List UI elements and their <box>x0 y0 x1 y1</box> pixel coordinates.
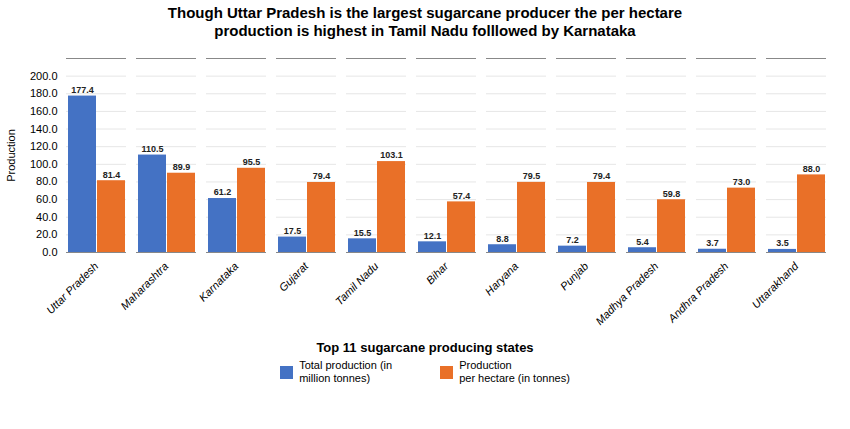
svg-text:Tamil Nadu: Tamil Nadu <box>333 260 381 308</box>
svg-text:103.1: 103.1 <box>380 150 403 160</box>
svg-text:Uttar Pradesh: Uttar Pradesh <box>44 260 100 316</box>
svg-text:180.0: 180.0 <box>30 87 58 99</box>
svg-text:8.8: 8.8 <box>496 234 509 244</box>
svg-text:177.4: 177.4 <box>71 85 94 95</box>
svg-text:60.0: 60.0 <box>36 193 57 205</box>
svg-text:95.5: 95.5 <box>243 157 261 167</box>
svg-text:Gujarat: Gujarat <box>276 259 311 294</box>
svg-text:79.4: 79.4 <box>313 171 331 181</box>
svg-text:Haryana: Haryana <box>483 260 521 298</box>
html-text:Production per hectare (in ton: Production per hectare (in tonnes) <box>459 359 570 384</box>
svg-text:Maharashtra: Maharashtra <box>118 260 170 312</box>
svg-text:20.0: 20.0 <box>36 228 57 240</box>
svg-text:Bihar: Bihar <box>424 259 452 287</box>
svg-text:100.0: 100.0 <box>30 158 58 170</box>
svg-text:12.1: 12.1 <box>424 231 442 241</box>
svg-text:73.0: 73.0 <box>733 177 751 187</box>
svg-text:5.4: 5.4 <box>636 237 649 247</box>
svg-text:79.4: 79.4 <box>593 171 611 181</box>
svg-text:Punjab: Punjab <box>558 260 591 293</box>
svg-text:160.0: 160.0 <box>30 105 58 117</box>
svg-text:Andhra Pradesh: Andhra Pradesh <box>665 260 730 325</box>
svg-text:15.5: 15.5 <box>354 228 372 238</box>
svg-text:110.5: 110.5 <box>141 144 163 154</box>
svg-text:57.4: 57.4 <box>453 191 471 201</box>
svg-text:0.0: 0.0 <box>42 246 57 258</box>
svg-text:17.5: 17.5 <box>284 226 302 236</box>
html-text:Total production (in million t: Total production (in million tonnes) <box>299 359 393 384</box>
svg-text:7.2: 7.2 <box>566 235 579 245</box>
svg-text:89.9: 89.9 <box>173 162 191 172</box>
svg-text:140.0: 140.0 <box>30 123 58 135</box>
svg-text:61.2: 61.2 <box>214 187 232 197</box>
svg-text:Uttarakhand: Uttarakhand <box>750 259 801 310</box>
svg-text:Madhya Pradesh: Madhya Pradesh <box>593 260 660 327</box>
html-text:Though Uttar Pradesh is the la: Though Uttar Pradesh is the largest suga… <box>167 4 683 39</box>
svg-text:80.0: 80.0 <box>36 175 57 187</box>
svg-text:Production: Production <box>5 129 17 182</box>
svg-text:79.5: 79.5 <box>523 171 541 181</box>
svg-text:81.4: 81.4 <box>103 170 121 180</box>
svg-text:120.0: 120.0 <box>30 140 58 152</box>
svg-text:88.0: 88.0 <box>803 164 821 174</box>
svg-text:3.7: 3.7 <box>706 238 719 248</box>
svg-text:40.0: 40.0 <box>36 211 57 223</box>
html-text:Top 11 sugarcane producing sta: Top 11 sugarcane producing states <box>316 340 534 355</box>
svg-text:Karnataka: Karnataka <box>196 260 240 304</box>
svg-text:200.0: 200.0 <box>30 70 58 82</box>
svg-text:59.8: 59.8 <box>663 189 681 199</box>
svg-text:3.5: 3.5 <box>776 238 789 248</box>
